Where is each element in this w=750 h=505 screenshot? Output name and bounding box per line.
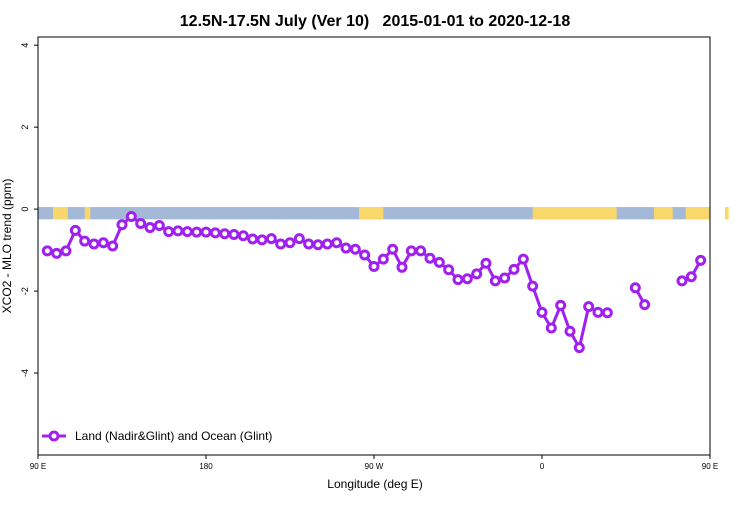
- land-segment: [654, 207, 673, 220]
- land-segment: [52, 207, 68, 220]
- x-tick-label: 0: [540, 462, 545, 471]
- data-point: [583, 301, 595, 313]
- data-point: [545, 322, 557, 334]
- data-point: [452, 274, 464, 286]
- data-point: [144, 222, 156, 234]
- y-tick-label: 2: [20, 125, 30, 130]
- land-segment: [685, 207, 710, 220]
- data-point: [209, 227, 221, 239]
- data-point: [116, 219, 128, 231]
- data-point: [340, 242, 352, 254]
- land-segment: [724, 207, 729, 220]
- data-point: [321, 238, 333, 250]
- data-point: [275, 238, 287, 250]
- data-point: [564, 325, 576, 337]
- x-tick-label: 90 E: [30, 462, 46, 471]
- data-point: [368, 260, 380, 272]
- data-point: [676, 275, 688, 287]
- data-point: [517, 253, 529, 265]
- data-point: [359, 249, 371, 261]
- data-point: [499, 272, 511, 284]
- data-point: [293, 233, 305, 245]
- data-point: [685, 271, 697, 283]
- data-point: [629, 282, 641, 294]
- data-point: [200, 226, 212, 238]
- data-point: [247, 233, 259, 245]
- land-segment: [359, 207, 384, 220]
- x-tick-label: 90 W: [365, 462, 384, 471]
- data-point: [191, 226, 203, 238]
- data-point: [695, 254, 707, 266]
- data-point: [265, 233, 277, 245]
- y-tick-label: -4: [20, 369, 30, 377]
- data-point: [396, 261, 408, 273]
- series-line: [46, 214, 608, 350]
- data-point: [480, 257, 492, 269]
- data-point: [601, 307, 613, 319]
- series-layer: [41, 210, 707, 354]
- plot-frame: [37, 36, 711, 456]
- data-point: [349, 243, 361, 255]
- y-tick-label: 4: [20, 43, 30, 48]
- data-point: [228, 229, 240, 241]
- x-axis-label: Longitude (deg E): [327, 477, 422, 491]
- data-point: [256, 234, 268, 246]
- data-point: [69, 224, 81, 236]
- data-point: [163, 226, 175, 238]
- data-point: [592, 306, 604, 318]
- data-point: [471, 268, 483, 280]
- land-segment: [84, 207, 91, 220]
- data-point: [303, 238, 315, 250]
- y-axis-label: XCO2 - MLO trend (ppm): [0, 179, 14, 314]
- data-point: [443, 264, 455, 276]
- data-point: [377, 253, 389, 265]
- legend-label: Land (Nadir&Glint) and Ocean (Glint): [75, 429, 272, 443]
- data-point: [639, 299, 651, 311]
- data-point: [41, 245, 53, 257]
- data-point: [125, 210, 137, 222]
- x-tick-label: 180: [199, 462, 213, 471]
- data-point: [573, 342, 585, 354]
- x-tick-label: 90 E: [702, 462, 718, 471]
- data-point: [433, 256, 445, 268]
- y-tick-label: -2: [20, 287, 30, 295]
- data-point: [60, 245, 72, 257]
- data-point: [219, 228, 231, 240]
- data-point: [536, 306, 548, 318]
- data-point: [237, 230, 249, 242]
- data-point: [508, 263, 520, 275]
- chart-title: 12.5N-17.5N July (Ver 10) 2015-01-01 to …: [180, 13, 571, 30]
- legend-marker-swatch: [48, 430, 60, 442]
- data-point: [79, 235, 91, 247]
- data-point: [555, 299, 567, 311]
- land-segment: [532, 207, 617, 220]
- data-point: [489, 275, 501, 287]
- axes-layer: 4 2 0 -2 -4 90 E 180 90 W 0 90 E: [20, 36, 718, 471]
- data-point: [527, 280, 539, 292]
- data-point: [461, 273, 473, 285]
- data-point: [88, 238, 100, 250]
- data-point: [153, 220, 165, 232]
- data-point: [284, 237, 296, 249]
- data-point: [181, 226, 193, 238]
- data-point: [415, 245, 427, 257]
- data-point: [107, 240, 119, 252]
- data-point: [331, 237, 343, 249]
- data-point: [97, 237, 109, 249]
- data-point: [424, 252, 436, 264]
- data-point: [51, 247, 63, 259]
- data-point: [135, 217, 147, 229]
- y-tick-label: 0: [20, 207, 30, 212]
- data-point: [312, 239, 324, 251]
- land-ocean-band: [38, 207, 729, 220]
- data-point: [387, 243, 399, 255]
- data-point: [405, 245, 417, 257]
- data-point: [172, 225, 184, 237]
- legend: Land (Nadir&Glint) and Ocean (Glint): [42, 429, 272, 443]
